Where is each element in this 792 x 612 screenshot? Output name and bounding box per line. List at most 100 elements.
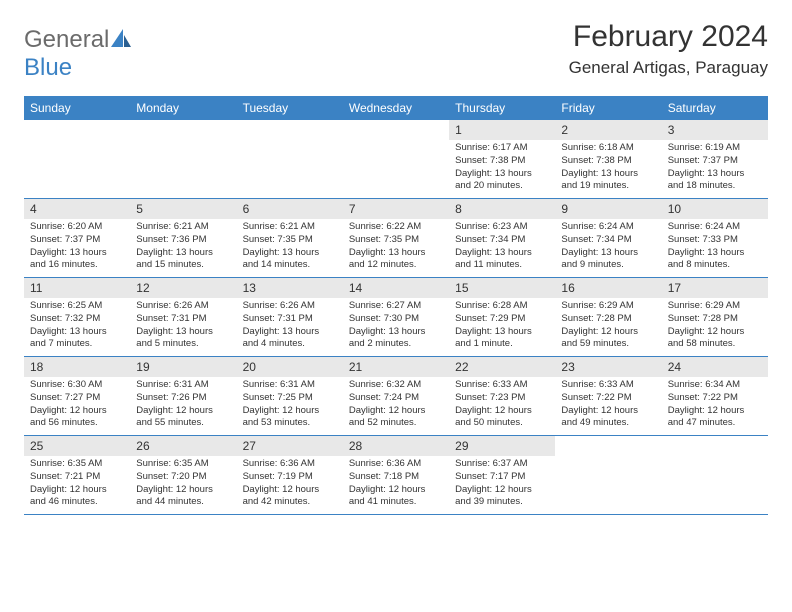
calendar-grid: Sunday Monday Tuesday Wednesday Thursday… [24,96,768,515]
title-block: February 2024 General Artigas, Paraguay [569,20,768,78]
sunrise-text: Sunrise: 6:26 AM [136,300,230,313]
sunrise-text: Sunrise: 6:35 AM [136,458,230,471]
day-details: Sunrise: 6:34 AMSunset: 7:22 PMDaylight:… [662,377,768,434]
sunset-text: Sunset: 7:25 PM [243,392,337,405]
day-header-wednesday: Wednesday [343,96,449,120]
day-cell [662,436,768,514]
sunset-text: Sunset: 7:28 PM [561,313,655,326]
sunrise-text: Sunrise: 6:36 AM [243,458,337,471]
day-details: Sunrise: 6:21 AMSunset: 7:35 PMDaylight:… [237,219,343,276]
day-number: 23 [555,357,661,377]
daylight-text: Daylight: 13 hours and 1 minute. [455,326,549,352]
day-cell: 20Sunrise: 6:31 AMSunset: 7:25 PMDayligh… [237,357,343,435]
daylight-text: Daylight: 13 hours and 8 minutes. [668,247,762,273]
daylight-text: Daylight: 12 hours and 47 minutes. [668,405,762,431]
day-number: 29 [449,436,555,456]
day-details: Sunrise: 6:24 AMSunset: 7:33 PMDaylight:… [662,219,768,276]
daylight-text: Daylight: 12 hours and 56 minutes. [30,405,124,431]
sunrise-text: Sunrise: 6:17 AM [455,142,549,155]
day-details: Sunrise: 6:33 AMSunset: 7:23 PMDaylight:… [449,377,555,434]
sunset-text: Sunset: 7:35 PM [243,234,337,247]
day-number: 20 [237,357,343,377]
day-cell [24,120,130,198]
sunset-text: Sunset: 7:29 PM [455,313,549,326]
day-number: 27 [237,436,343,456]
daylight-text: Daylight: 12 hours and 49 minutes. [561,405,655,431]
daylight-text: Daylight: 12 hours and 58 minutes. [668,326,762,352]
day-details: Sunrise: 6:23 AMSunset: 7:34 PMDaylight:… [449,219,555,276]
logo-sail-icon [111,29,133,47]
day-number: 22 [449,357,555,377]
daylight-text: Daylight: 12 hours and 52 minutes. [349,405,443,431]
day-number: 16 [555,278,661,298]
day-cell [130,120,236,198]
sunset-text: Sunset: 7:26 PM [136,392,230,405]
day-cell: 22Sunrise: 6:33 AMSunset: 7:23 PMDayligh… [449,357,555,435]
day-header-sunday: Sunday [24,96,130,120]
daylight-text: Daylight: 13 hours and 11 minutes. [455,247,549,273]
day-number: 1 [449,120,555,140]
sunset-text: Sunset: 7:21 PM [30,471,124,484]
day-cell: 27Sunrise: 6:36 AMSunset: 7:19 PMDayligh… [237,436,343,514]
day-cell: 18Sunrise: 6:30 AMSunset: 7:27 PMDayligh… [24,357,130,435]
daylight-text: Daylight: 12 hours and 46 minutes. [30,484,124,510]
day-number: 3 [662,120,768,140]
sunrise-text: Sunrise: 6:20 AM [30,221,124,234]
day-cell: 1Sunrise: 6:17 AMSunset: 7:38 PMDaylight… [449,120,555,198]
sunrise-text: Sunrise: 6:31 AM [243,379,337,392]
week-row: 11Sunrise: 6:25 AMSunset: 7:32 PMDayligh… [24,278,768,357]
sunrise-text: Sunrise: 6:33 AM [455,379,549,392]
sunrise-text: Sunrise: 6:29 AM [668,300,762,313]
sunset-text: Sunset: 7:28 PM [668,313,762,326]
day-cell: 12Sunrise: 6:26 AMSunset: 7:31 PMDayligh… [130,278,236,356]
sunset-text: Sunset: 7:34 PM [455,234,549,247]
daylight-text: Daylight: 12 hours and 42 minutes. [243,484,337,510]
sunset-text: Sunset: 7:22 PM [561,392,655,405]
logo: General Blue [24,26,133,82]
day-details: Sunrise: 6:36 AMSunset: 7:19 PMDaylight:… [237,456,343,513]
day-number: 7 [343,199,449,219]
sunrise-text: Sunrise: 6:30 AM [30,379,124,392]
day-details: Sunrise: 6:29 AMSunset: 7:28 PMDaylight:… [662,298,768,355]
day-number: 21 [343,357,449,377]
header: General Blue February 2024 General Artig… [24,20,768,82]
day-details: Sunrise: 6:18 AMSunset: 7:38 PMDaylight:… [555,140,661,197]
day-header-row: Sunday Monday Tuesday Wednesday Thursday… [24,96,768,120]
day-header-tuesday: Tuesday [237,96,343,120]
daylight-text: Daylight: 12 hours and 59 minutes. [561,326,655,352]
day-details: Sunrise: 6:22 AMSunset: 7:35 PMDaylight:… [343,219,449,276]
day-cell: 16Sunrise: 6:29 AMSunset: 7:28 PMDayligh… [555,278,661,356]
week-row: 4Sunrise: 6:20 AMSunset: 7:37 PMDaylight… [24,199,768,278]
day-cell: 28Sunrise: 6:36 AMSunset: 7:18 PMDayligh… [343,436,449,514]
day-number: 17 [662,278,768,298]
day-details: Sunrise: 6:31 AMSunset: 7:26 PMDaylight:… [130,377,236,434]
day-number: 6 [237,199,343,219]
daylight-text: Daylight: 13 hours and 9 minutes. [561,247,655,273]
day-cell: 2Sunrise: 6:18 AMSunset: 7:38 PMDaylight… [555,120,661,198]
day-details: Sunrise: 6:26 AMSunset: 7:31 PMDaylight:… [237,298,343,355]
day-cell: 13Sunrise: 6:26 AMSunset: 7:31 PMDayligh… [237,278,343,356]
week-row: 25Sunrise: 6:35 AMSunset: 7:21 PMDayligh… [24,436,768,515]
sunset-text: Sunset: 7:19 PM [243,471,337,484]
day-number [237,120,343,139]
sunset-text: Sunset: 7:22 PM [668,392,762,405]
day-header-thursday: Thursday [449,96,555,120]
day-cell [343,120,449,198]
day-details: Sunrise: 6:17 AMSunset: 7:38 PMDaylight:… [449,140,555,197]
location: General Artigas, Paraguay [569,58,768,78]
sunrise-text: Sunrise: 6:37 AM [455,458,549,471]
day-details: Sunrise: 6:19 AMSunset: 7:37 PMDaylight:… [662,140,768,197]
sunrise-text: Sunrise: 6:18 AM [561,142,655,155]
logo-text-stack: General Blue [24,26,133,82]
sunset-text: Sunset: 7:30 PM [349,313,443,326]
day-number: 26 [130,436,236,456]
day-details: Sunrise: 6:33 AMSunset: 7:22 PMDaylight:… [555,377,661,434]
sunrise-text: Sunrise: 6:34 AM [668,379,762,392]
day-details: Sunrise: 6:20 AMSunset: 7:37 PMDaylight:… [24,219,130,276]
daylight-text: Daylight: 13 hours and 7 minutes. [30,326,124,352]
sunset-text: Sunset: 7:31 PM [136,313,230,326]
day-number: 24 [662,357,768,377]
sunrise-text: Sunrise: 6:24 AM [668,221,762,234]
day-cell: 4Sunrise: 6:20 AMSunset: 7:37 PMDaylight… [24,199,130,277]
logo-part2: Blue [24,54,72,81]
